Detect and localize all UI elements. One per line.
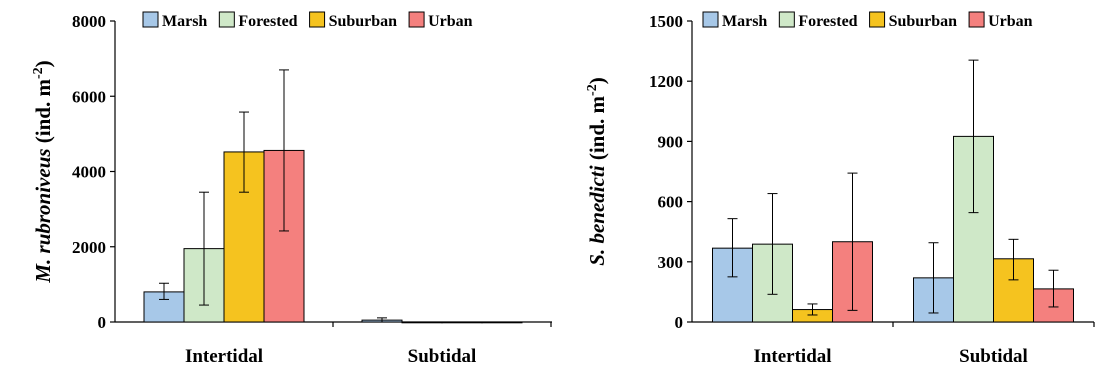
bar-suburban <box>441 321 483 324</box>
y-tick-label: 1500 <box>649 12 683 31</box>
y-axis-label-exponent: -2 <box>31 67 46 79</box>
y-tick-label: 600 <box>658 193 684 212</box>
legend-swatch-urban <box>408 11 425 28</box>
y-tick-label: 0 <box>675 313 684 332</box>
y-axis-label-close: ) <box>31 60 55 67</box>
chart-panel-s-benedicti: 0 300 600 900 1200 1500 Intertidal Subtidal Mars… <box>585 11 1095 367</box>
bar-urban <box>481 321 523 324</box>
y-tick-label: 1200 <box>649 72 683 91</box>
category-label: Subtidal <box>408 346 477 367</box>
y-tick-label: 0 <box>98 313 107 332</box>
legend-label-urban: Urban <box>428 13 473 30</box>
legend-swatch-marsh <box>702 11 719 28</box>
legend-swatch-urban <box>968 11 985 28</box>
legend-label-marsh: Marsh <box>162 13 207 30</box>
category-label: Intertidal <box>753 346 831 367</box>
y-tick-label: 6000 <box>72 87 106 106</box>
legend-label-marsh: Marsh <box>722 13 767 30</box>
y-axis-label: M. rubroniveus (ind. m-2) <box>31 60 55 283</box>
y-axis-label-unit: (ind. m <box>31 79 55 149</box>
bar-forested <box>401 321 443 324</box>
legend-swatch-suburban <box>309 11 326 28</box>
legend-swatch-forested <box>778 11 795 28</box>
y-axis-label-unit: (ind. m <box>585 95 609 165</box>
legend-swatch-forested <box>218 11 235 28</box>
legend-label-forested: Forested <box>238 13 297 30</box>
legend-swatch-suburban <box>869 11 886 28</box>
legend-label-suburban: Suburban <box>329 13 398 30</box>
y-axis-label: S. benedicti (ind. m-2) <box>585 77 609 265</box>
y-axis-label-exponent: -2 <box>585 84 600 96</box>
y-tick-label: 8000 <box>72 12 106 31</box>
bar-marsh <box>712 247 753 323</box>
y-tick-label: 4000 <box>72 163 106 182</box>
y-tick-label: 300 <box>658 253 684 272</box>
legend-swatch-marsh <box>142 11 159 28</box>
legend-label-forested: Forested <box>798 13 857 30</box>
y-tick-label: 2000 <box>72 238 106 257</box>
category-label: Subtidal <box>959 346 1028 367</box>
y-tick-label: 900 <box>658 132 684 151</box>
legend-label-suburban: Suburban <box>889 13 958 30</box>
y-axis-label-species: S. benedicti <box>585 165 609 265</box>
chart-panel-m-rubroniveus: 0 2000 4000 6000 8000 Intertidal Subtidal Marsh… <box>31 11 552 367</box>
y-axis-label-close: ) <box>585 77 609 84</box>
category-label: Intertidal <box>185 346 263 367</box>
y-axis-label-species: M. rubroniveus <box>31 148 55 283</box>
legend-label-urban: Urban <box>988 13 1033 30</box>
